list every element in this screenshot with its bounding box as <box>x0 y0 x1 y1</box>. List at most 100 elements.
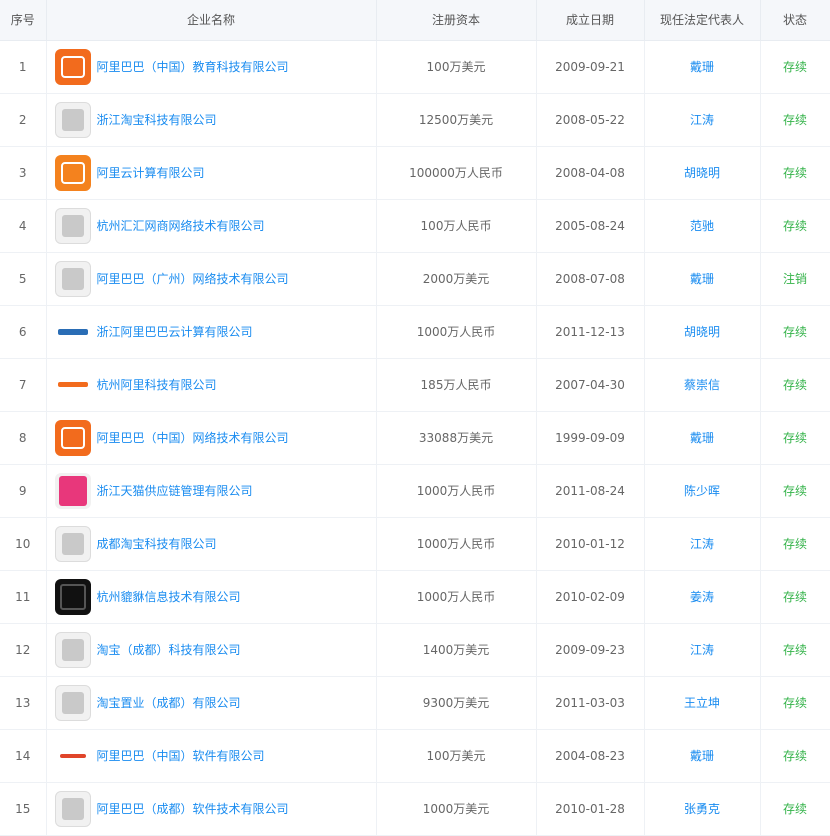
legal-representative-link[interactable]: 王立坤 <box>644 676 761 730</box>
row-index: 4 <box>0 199 47 253</box>
row-index: 13 <box>0 676 47 730</box>
company-name-cell: 淘宝置业（成都）有限公司 <box>46 676 377 730</box>
legal-representative-link[interactable]: 戴珊 <box>644 40 761 94</box>
legal-representative-link[interactable]: 江涛 <box>644 517 761 571</box>
company-logo-icon[interactable] <box>54 366 91 403</box>
established-date: 2009-09-21 <box>536 40 645 94</box>
company-logo-icon[interactable] <box>54 154 91 191</box>
legal-representative-link[interactable]: 江涛 <box>644 623 761 677</box>
legal-representative-link[interactable]: 戴珊 <box>644 252 761 306</box>
table-row: 3 阿里云计算有限公司 100000万人民币 2008-04-08 胡晓明 存续 <box>0 146 830 200</box>
legal-representative-link[interactable]: 戴珊 <box>644 411 761 465</box>
status-badge: 注销 <box>760 252 830 306</box>
company-name-link[interactable]: 浙江淘宝科技有限公司 <box>96 113 217 127</box>
row-index: 5 <box>0 252 47 306</box>
status-badge: 存续 <box>760 676 830 730</box>
company-name-link[interactable]: 浙江天猫供应链管理有限公司 <box>96 484 253 498</box>
company-name-link[interactable]: 阿里巴巴（中国）软件有限公司 <box>96 749 265 763</box>
company-name-link[interactable]: 淘宝置业（成都）有限公司 <box>96 696 241 710</box>
company-name-cell: 浙江天猫供应链管理有限公司 <box>46 464 377 518</box>
company-name-cell: 阿里巴巴（成都）软件技术有限公司 <box>46 782 377 836</box>
table-row: 11 杭州貔貅信息技术有限公司 1000万人民币 2010-02-09 姜涛 存… <box>0 570 830 624</box>
table-row: 6 浙江阿里巴巴云计算有限公司 1000万人民币 2011-12-13 胡晓明 … <box>0 305 830 359</box>
company-logo-icon[interactable] <box>54 48 91 85</box>
status-badge: 存续 <box>760 40 830 94</box>
status-badge: 存续 <box>760 305 830 359</box>
company-logo-icon[interactable] <box>54 578 91 615</box>
table-row: 10 成都淘宝科技有限公司 1000万人民币 2010-01-12 江涛 存续 <box>0 517 830 571</box>
table-row: 4 杭州汇汇网商网络技术有限公司 100万人民币 2005-08-24 范驰 存… <box>0 199 830 253</box>
company-logo-icon[interactable] <box>54 207 91 244</box>
established-date: 2011-08-24 <box>536 464 645 518</box>
legal-representative-link[interactable]: 戴珊 <box>644 729 761 783</box>
company-name-cell: 阿里巴巴（中国）网络技术有限公司 <box>46 411 377 465</box>
company-logo-icon[interactable] <box>54 631 91 668</box>
company-logo-icon[interactable] <box>54 525 91 562</box>
company-name-cell: 杭州阿里科技有限公司 <box>46 358 377 412</box>
table-row: 14 阿里巴巴（中国）软件有限公司 100万美元 2004-08-23 戴珊 存… <box>0 729 830 783</box>
company-logo-icon[interactable] <box>54 101 91 138</box>
registered-capital: 33088万美元 <box>376 411 537 465</box>
company-name-link[interactable]: 杭州阿里科技有限公司 <box>96 378 217 392</box>
table-header-row: 序号 企业名称 注册资本 成立日期 现任法定代表人 状态 <box>0 0 830 41</box>
status-badge: 存续 <box>760 464 830 518</box>
company-name-link[interactable]: 杭州汇汇网商网络技术有限公司 <box>96 219 265 233</box>
company-logo-icon[interactable] <box>54 260 91 297</box>
legal-representative-link[interactable]: 陈少晖 <box>644 464 761 518</box>
status-badge: 存续 <box>760 570 830 624</box>
registered-capital: 100万美元 <box>376 40 537 94</box>
company-logo-icon[interactable] <box>54 313 91 350</box>
row-index: 8 <box>0 411 47 465</box>
company-name-link[interactable]: 杭州貔貅信息技术有限公司 <box>96 590 241 604</box>
company-name-cell: 成都淘宝科技有限公司 <box>46 517 377 571</box>
status-badge: 存续 <box>760 623 830 677</box>
row-index: 11 <box>0 570 47 624</box>
status-badge: 存续 <box>760 199 830 253</box>
column-header-status: 状态 <box>760 0 830 41</box>
registered-capital: 12500万美元 <box>376 93 537 147</box>
registered-capital: 1000万人民币 <box>376 517 537 571</box>
row-index: 6 <box>0 305 47 359</box>
registered-capital: 185万人民币 <box>376 358 537 412</box>
company-name-cell: 浙江阿里巴巴云计算有限公司 <box>46 305 377 359</box>
company-name-link[interactable]: 阿里巴巴（中国）网络技术有限公司 <box>96 431 289 445</box>
company-logo-icon[interactable] <box>54 737 91 774</box>
established-date: 2011-12-13 <box>536 305 645 359</box>
company-logo-icon[interactable] <box>54 790 91 827</box>
company-name-cell: 阿里巴巴（中国）软件有限公司 <box>46 729 377 783</box>
established-date: 2004-08-23 <box>536 729 645 783</box>
company-name-link[interactable]: 阿里巴巴（中国）教育科技有限公司 <box>96 60 289 74</box>
legal-representative-link[interactable]: 江涛 <box>644 93 761 147</box>
status-badge: 存续 <box>760 146 830 200</box>
company-name-link[interactable]: 浙江阿里巴巴云计算有限公司 <box>96 325 253 339</box>
legal-representative-link[interactable]: 姜涛 <box>644 570 761 624</box>
legal-representative-link[interactable]: 范驰 <box>644 199 761 253</box>
company-name-link[interactable]: 阿里巴巴（成都）软件技术有限公司 <box>96 802 289 816</box>
row-index: 15 <box>0 782 47 836</box>
legal-representative-link[interactable]: 胡晓明 <box>644 146 761 200</box>
registered-capital: 9300万美元 <box>376 676 537 730</box>
status-badge: 存续 <box>760 782 830 836</box>
established-date: 2011-03-03 <box>536 676 645 730</box>
established-date: 1999-09-09 <box>536 411 645 465</box>
company-logo-icon[interactable] <box>54 684 91 721</box>
established-date: 2005-08-24 <box>536 199 645 253</box>
company-name-link[interactable]: 成都淘宝科技有限公司 <box>96 537 217 551</box>
status-badge: 存续 <box>760 358 830 412</box>
company-name-cell: 浙江淘宝科技有限公司 <box>46 93 377 147</box>
company-name-cell: 阿里巴巴（广州）网络技术有限公司 <box>46 252 377 306</box>
row-index: 12 <box>0 623 47 677</box>
company-name-link[interactable]: 阿里巴巴（广州）网络技术有限公司 <box>96 272 289 286</box>
established-date: 2008-04-08 <box>536 146 645 200</box>
legal-representative-link[interactable]: 蔡崇信 <box>644 358 761 412</box>
established-date: 2008-05-22 <box>536 93 645 147</box>
company-name-link[interactable]: 淘宝（成都）科技有限公司 <box>96 643 241 657</box>
legal-representative-link[interactable]: 张勇克 <box>644 782 761 836</box>
established-date: 2007-04-30 <box>536 358 645 412</box>
company-logo-icon[interactable] <box>54 419 91 456</box>
company-logo-icon[interactable] <box>54 472 91 509</box>
legal-representative-link[interactable]: 胡晓明 <box>644 305 761 359</box>
company-name-link[interactable]: 阿里云计算有限公司 <box>96 166 205 180</box>
registered-capital: 1000万美元 <box>376 782 537 836</box>
